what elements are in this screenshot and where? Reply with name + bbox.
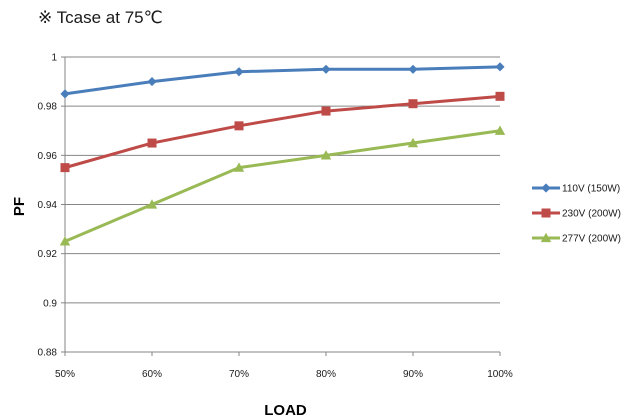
data-point-series-2 (495, 91, 505, 101)
data-point-series-2 (408, 99, 418, 109)
data-point-series-3 (494, 125, 506, 135)
x-tick-label: 70% (229, 369, 249, 380)
series-line-2 (64, 94, 501, 170)
y-tick-label: 0.92 (38, 249, 58, 260)
data-point-series-3 (320, 150, 332, 160)
data-point-series-2 (234, 121, 244, 131)
y-tick-label: 1 (51, 53, 57, 64)
data-point-series-1 (321, 64, 331, 74)
data-point-series-2 (60, 163, 70, 173)
x-tick-label: 80% (316, 369, 336, 380)
x-axis-title: LOAD (264, 402, 307, 419)
y-axis-title: PF (11, 197, 28, 216)
data-point-series-1 (60, 89, 70, 99)
data-point-series-1 (147, 76, 157, 87)
legend-marker-1 (541, 183, 551, 193)
data-point-series-2 (147, 138, 157, 148)
y-tick-label: 0.88 (38, 348, 58, 359)
x-tick-label: 90% (403, 369, 423, 380)
y-tick-label: 0.94 (38, 200, 58, 211)
y-tick-label: 0.98 (38, 102, 58, 113)
legend-marker-2 (541, 208, 551, 218)
y-tick-label: 0.96 (38, 151, 58, 162)
data-point-series-2 (321, 106, 331, 116)
data-point-series-1 (234, 67, 244, 77)
legend-marker-3 (540, 232, 552, 243)
y-tick-label: 0.9 (43, 298, 57, 309)
data-point-series-1 (495, 62, 505, 72)
data-point-series-3 (59, 236, 71, 246)
data-point-series-1 (408, 64, 418, 74)
x-tick-label: 60% (142, 369, 162, 380)
chart-note: ※ Tcase at 75℃ (38, 8, 163, 27)
data-point-series-3 (146, 199, 158, 209)
legend-label-2: 230V (200W) (562, 209, 621, 220)
series-line-3 (64, 129, 501, 243)
series-line-1 (64, 65, 501, 96)
data-point-series-3 (407, 137, 419, 148)
legend-label-3: 277V (200W) (562, 234, 621, 245)
legend-label-1: 110V (150W) (562, 184, 620, 195)
x-tick-label: 50% (55, 369, 75, 380)
x-tick-label: 100% (487, 369, 513, 380)
data-point-series-3 (233, 162, 245, 172)
